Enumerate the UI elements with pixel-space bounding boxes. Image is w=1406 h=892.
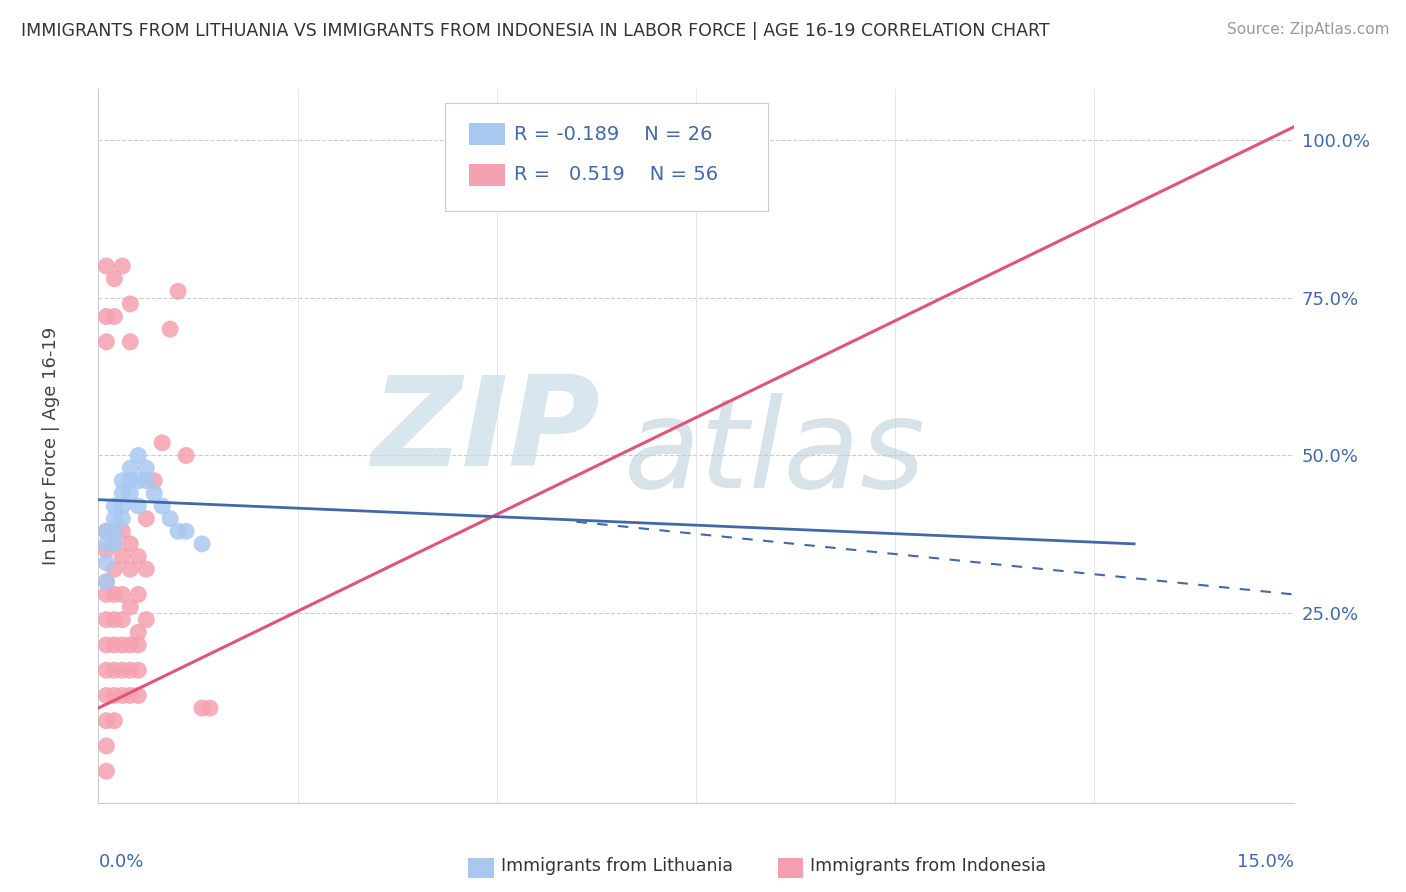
Point [127, 449, 149, 463]
Point [103, 663, 125, 677]
Point [96, 524, 118, 539]
Point [111, 486, 134, 500]
Point [96, 334, 118, 349]
Text: 15.0%: 15.0% [1236, 853, 1294, 871]
Point [135, 562, 157, 576]
Point [143, 486, 166, 500]
Bar [470, 164, 505, 186]
Point [127, 689, 149, 703]
Point [111, 499, 134, 513]
Point [127, 587, 149, 601]
Point [174, 449, 197, 463]
Point [120, 537, 142, 551]
Point [96, 689, 118, 703]
Point [103, 587, 125, 601]
Text: IMMIGRANTS FROM LITHUANIA VS IMMIGRANTS FROM INDONESIA IN LABOR FORCE | AGE 16-1: IMMIGRANTS FROM LITHUANIA VS IMMIGRANTS … [21, 22, 1050, 40]
Point [111, 549, 134, 564]
Point [96, 543, 118, 558]
Point [111, 613, 134, 627]
Point [127, 499, 149, 513]
Point [111, 524, 134, 539]
Point [111, 474, 134, 488]
Point [96, 556, 118, 570]
Point [103, 689, 125, 703]
Point [103, 511, 125, 525]
Text: R =   0.519    N = 56: R = 0.519 N = 56 [515, 165, 718, 185]
Point [111, 638, 134, 652]
Point [135, 511, 157, 525]
Point [191, 537, 214, 551]
Text: Source: ZipAtlas.com: Source: ZipAtlas.com [1226, 22, 1389, 37]
Point [120, 474, 142, 488]
Point [96, 524, 118, 539]
Point [111, 259, 134, 273]
Text: ZIP: ZIP [371, 371, 600, 492]
Point [103, 562, 125, 576]
Point [103, 537, 125, 551]
Point [135, 461, 157, 475]
Point [120, 562, 142, 576]
Point [150, 499, 173, 513]
Point [111, 663, 134, 677]
Point [103, 499, 125, 513]
Point [127, 474, 149, 488]
Point [96, 537, 118, 551]
Point [96, 574, 118, 589]
Point [120, 297, 142, 311]
Point [120, 600, 142, 615]
Point [103, 613, 125, 627]
Text: atlas: atlas [624, 392, 927, 514]
Point [127, 663, 149, 677]
Point [111, 587, 134, 601]
Point [96, 739, 118, 753]
Point [103, 638, 125, 652]
Point [143, 474, 166, 488]
Point [96, 714, 118, 728]
Point [120, 638, 142, 652]
Point [191, 701, 214, 715]
Point [167, 524, 190, 539]
Point [96, 663, 118, 677]
Point [103, 271, 125, 285]
Point [198, 701, 221, 715]
Point [127, 549, 149, 564]
Point [96, 613, 118, 627]
Point [135, 613, 157, 627]
Point [135, 474, 157, 488]
Point [150, 435, 173, 450]
Point [120, 689, 142, 703]
Point [120, 663, 142, 677]
Text: R = -0.189    N = 26: R = -0.189 N = 26 [515, 125, 713, 144]
Point [111, 689, 134, 703]
Point [174, 524, 197, 539]
Point [120, 486, 142, 500]
Point [96, 638, 118, 652]
Point [96, 259, 118, 273]
FancyBboxPatch shape [446, 103, 768, 211]
Point [96, 764, 118, 779]
Point [96, 310, 118, 324]
Point [103, 310, 125, 324]
Text: Immigrants from Indonesia: Immigrants from Indonesia [810, 857, 1046, 875]
Point [103, 537, 125, 551]
Point [103, 714, 125, 728]
Point [120, 461, 142, 475]
Point [159, 511, 181, 525]
Point [159, 322, 181, 336]
Point [167, 285, 190, 299]
Point [96, 574, 118, 589]
Text: Immigrants from Lithuania: Immigrants from Lithuania [501, 857, 733, 875]
Point [120, 334, 142, 349]
Point [127, 625, 149, 640]
Point [96, 587, 118, 601]
Bar [470, 123, 505, 145]
Point [103, 524, 125, 539]
Point [111, 511, 134, 525]
Point [127, 638, 149, 652]
Text: In Labor Force | Age 16-19: In Labor Force | Age 16-19 [42, 326, 59, 566]
Text: 0.0%: 0.0% [98, 853, 143, 871]
